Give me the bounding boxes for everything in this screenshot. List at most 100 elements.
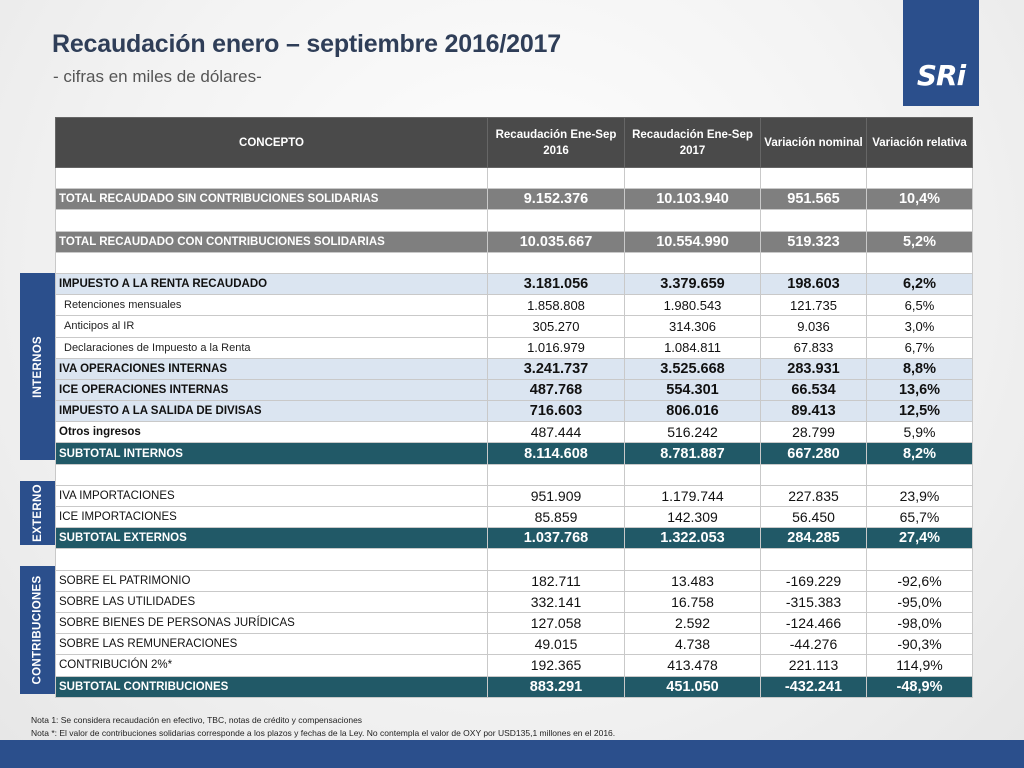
cell-2016: 3.241.737 [487,357,625,380]
cell-2017: 13.483 [624,569,761,592]
cell-relativa: -48,9% [866,675,973,698]
row-label: SUBTOTAL INTERNOS [55,442,488,465]
column-header-2017: Recaudación Ene-Sep 2017 [624,117,761,168]
cell-relativa: 8,2% [866,442,973,465]
cell-nominal: -169.229 [760,569,867,592]
spacer-row [55,463,973,486]
spacer-row [55,548,973,571]
table-row: IVA OPERACIONES INTERNAS 3.241.737 3.525… [55,357,973,380]
side-label-internos: INTERNOS [20,273,55,460]
cell-2016: 8.114.608 [487,442,625,465]
cell-nominal: -44.276 [760,633,867,656]
row-label: TOTAL RECAUDADO SIN CONTRIBUCIONES SOLID… [55,188,488,211]
cell-relativa: 6,7% [866,336,973,359]
cell-2016: 487.768 [487,378,625,402]
cell-2016: 1.016.979 [487,336,625,359]
footnote-2: Nota *: El valor de contribuciones solid… [31,728,616,738]
row-label: SOBRE LAS REMUNERACIONES [55,633,488,656]
row-label: SUBTOTAL CONTRIBUCIONES [55,675,488,698]
cell-2016: 85.859 [487,505,625,529]
cell-2016: 716.603 [487,400,625,423]
cell-relativa: 13,6% [866,378,973,402]
cell-2016: 1.858.808 [487,294,625,317]
cell-2017: 413.478 [624,654,761,677]
cell-nominal: 67.833 [760,336,867,359]
cell-nominal: -124.466 [760,611,867,635]
table-row: SOBRE EL PATRIMONIO 182.711 13.483 -169.… [55,569,973,592]
cell-nominal: 121.735 [760,294,867,317]
cell-2017: 3.379.659 [624,272,761,296]
row-label: IMPUESTO A LA RENTA RECAUDADO [55,272,488,296]
cell-2017: 2.592 [624,611,761,635]
row-label: IVA IMPORTACIONES [55,484,488,508]
column-header-nominal: Variación nominal [760,117,867,168]
table-row-total-sin: TOTAL RECAUDADO SIN CONTRIBUCIONES SOLID… [55,188,973,211]
page-title: Recaudación enero – septiembre 2016/2017 [52,30,561,58]
spacer-row [55,166,973,190]
cell-2017: 1.084.811 [624,336,761,359]
table-row: Retenciones mensuales 1.858.808 1.980.54… [55,294,973,317]
cell-2017: 516.242 [624,421,761,444]
cell-nominal: 66.534 [760,378,867,402]
cell-2016: 9.152.376 [487,188,625,211]
table-row: ICE OPERACIONES INTERNAS 487.768 554.301… [55,378,973,402]
spacer-row [55,251,973,274]
spacer-row [55,209,973,232]
row-label: Retenciones mensuales [55,294,488,317]
table-row: SOBRE LAS REMUNERACIONES 49.015 4.738 -4… [55,633,973,656]
cell-2017: 142.309 [624,505,761,529]
row-label: ICE IMPORTACIONES [55,505,488,529]
cell-relativa: 6,2% [866,272,973,296]
cell-relativa: 5,9% [866,421,973,444]
logo-text: SRi [916,59,966,92]
cell-2017: 4.738 [624,633,761,656]
cell-2016: 127.058 [487,611,625,635]
column-header-relativa: Variación relativa [866,117,973,168]
cell-relativa: 10,4% [866,188,973,211]
cell-relativa: 6,5% [866,294,973,317]
cell-relativa: -98,0% [866,611,973,635]
cell-2016: 1.037.768 [487,527,625,550]
cell-nominal: 198.603 [760,272,867,296]
cell-2016: 10.035.667 [487,230,625,253]
sri-logo: SRi [903,0,979,106]
table-row: SOBRE LAS UTILIDADES 332.141 16.758 -315… [55,590,973,613]
cell-2017: 8.781.887 [624,442,761,465]
cell-2017: 806.016 [624,400,761,423]
cell-2017: 314.306 [624,315,761,338]
cell-2017: 451.050 [624,675,761,698]
table-row: IVA IMPORTACIONES 951.909 1.179.744 227.… [55,484,973,508]
cell-relativa: 114,9% [866,654,973,677]
row-label: TOTAL RECAUDADO CON CONTRIBUCIONES SOLID… [55,230,488,253]
cell-2016: 182.711 [487,569,625,592]
cell-2016: 332.141 [487,590,625,613]
row-label: Anticipos al IR [55,315,488,338]
cell-nominal: 227.835 [760,484,867,508]
footnote-1: Nota 1: Se considera recaudación en efec… [31,715,363,725]
cell-relativa: 8,8% [866,357,973,380]
row-label: CONTRIBUCIÓN 2%* [55,654,488,677]
cell-nominal: 221.113 [760,654,867,677]
cell-nominal: 28.799 [760,421,867,444]
cell-2016: 487.444 [487,421,625,444]
cell-2016: 3.181.056 [487,272,625,296]
row-label: Declaraciones de Impuesto a la Renta [55,336,488,359]
cell-nominal: 667.280 [760,442,867,465]
cell-relativa: 27,4% [866,527,973,550]
cell-2017: 10.103.940 [624,188,761,211]
cell-2017: 1.179.744 [624,484,761,508]
cell-nominal: 284.285 [760,527,867,550]
cell-2017: 1.322.053 [624,527,761,550]
row-label: SOBRE BIENES DE PERSONAS JURÍDICAS [55,611,488,635]
revenue-table: CONCEPTO Recaudación Ene-Sep 2016 Recaud… [55,117,973,698]
footer-bar [0,740,1024,768]
row-label: SUBTOTAL EXTERNOS [55,527,488,550]
footnotes: Nota 1: Se considera recaudación en efec… [31,714,615,740]
cell-2016: 883.291 [487,675,625,698]
table-row: IMPUESTO A LA SALIDA DE DIVISAS 716.603 … [55,400,973,423]
table-row-total-con: TOTAL RECAUDADO CON CONTRIBUCIONES SOLID… [55,230,973,253]
column-header-2016: Recaudación Ene-Sep 2016 [487,117,625,168]
side-label-contribuciones: CONTRIBUCIONES [20,566,55,694]
table-row: CONTRIBUCIÓN 2%* 192.365 413.478 221.113… [55,654,973,677]
table-row-subtotal-internos: SUBTOTAL INTERNOS 8.114.608 8.781.887 66… [55,442,973,465]
